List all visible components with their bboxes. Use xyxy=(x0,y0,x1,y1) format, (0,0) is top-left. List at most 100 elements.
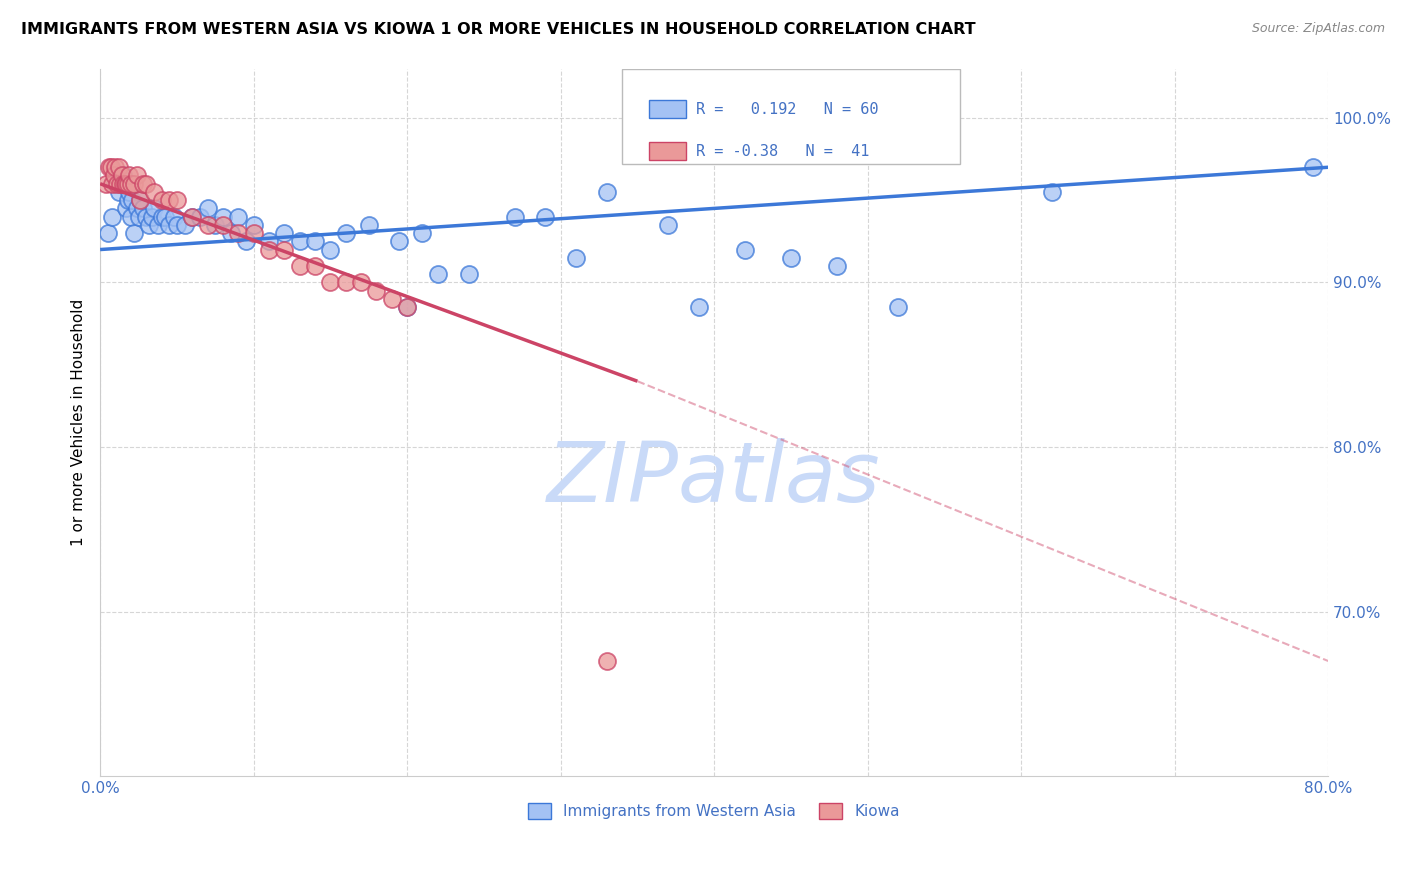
Text: IMMIGRANTS FROM WESTERN ASIA VS KIOWA 1 OR MORE VEHICLES IN HOUSEHOLD CORRELATIO: IMMIGRANTS FROM WESTERN ASIA VS KIOWA 1 … xyxy=(21,22,976,37)
Point xyxy=(197,218,219,232)
Point xyxy=(273,243,295,257)
Point xyxy=(734,243,756,257)
Point xyxy=(103,169,125,183)
Point xyxy=(226,226,249,240)
Point xyxy=(825,259,848,273)
Point xyxy=(411,226,433,240)
Point xyxy=(780,251,803,265)
Point xyxy=(153,210,176,224)
Point xyxy=(1040,185,1063,199)
Point xyxy=(125,169,148,183)
Point xyxy=(457,267,479,281)
Point xyxy=(565,251,588,265)
Point xyxy=(426,267,449,281)
Point xyxy=(104,177,127,191)
Point xyxy=(117,193,139,207)
Point xyxy=(135,177,157,191)
Point xyxy=(97,226,120,240)
Point xyxy=(304,259,326,273)
Point xyxy=(111,169,134,183)
Point xyxy=(107,185,129,199)
Point xyxy=(141,210,163,224)
Point xyxy=(319,243,342,257)
Point xyxy=(657,218,679,232)
Point xyxy=(150,193,173,207)
Point xyxy=(100,161,122,175)
FancyBboxPatch shape xyxy=(650,101,686,118)
Point xyxy=(122,177,145,191)
Point xyxy=(132,202,155,216)
Point xyxy=(257,235,280,249)
Point xyxy=(122,226,145,240)
Point xyxy=(688,300,710,314)
Point xyxy=(166,218,188,232)
Point xyxy=(288,259,311,273)
Point xyxy=(114,177,136,191)
Point xyxy=(111,177,134,191)
Point xyxy=(396,300,419,314)
Legend: Immigrants from Western Asia, Kiowa: Immigrants from Western Asia, Kiowa xyxy=(522,797,905,825)
Point xyxy=(534,210,557,224)
Point xyxy=(273,226,295,240)
Point xyxy=(128,210,150,224)
Point xyxy=(117,177,139,191)
Point xyxy=(396,300,419,314)
Point xyxy=(104,161,127,175)
Point xyxy=(150,210,173,224)
Point xyxy=(125,202,148,216)
Text: Source: ZipAtlas.com: Source: ZipAtlas.com xyxy=(1251,22,1385,36)
Point xyxy=(101,177,124,191)
Point xyxy=(115,202,138,216)
Point xyxy=(304,235,326,249)
Point xyxy=(319,276,342,290)
Point xyxy=(115,177,138,191)
Y-axis label: 1 or more Vehicles in Household: 1 or more Vehicles in Household xyxy=(72,299,86,546)
Point xyxy=(148,218,170,232)
Point xyxy=(1302,161,1324,175)
Point xyxy=(350,276,373,290)
Text: R =   0.192   N = 60: R = 0.192 N = 60 xyxy=(696,102,879,117)
Point xyxy=(142,202,165,216)
Point xyxy=(242,218,264,232)
Point xyxy=(105,177,128,191)
Point xyxy=(595,654,617,668)
Point xyxy=(366,284,388,298)
Point xyxy=(166,193,188,207)
Point xyxy=(157,193,180,207)
Point xyxy=(101,210,124,224)
Point xyxy=(138,218,160,232)
Point xyxy=(212,210,235,224)
Point xyxy=(132,177,155,191)
Point xyxy=(335,276,357,290)
Point xyxy=(118,185,141,199)
Point xyxy=(219,226,242,240)
Point xyxy=(335,226,357,240)
Point xyxy=(96,177,118,191)
Point xyxy=(204,218,226,232)
Point xyxy=(887,300,910,314)
Point xyxy=(388,235,411,249)
Point xyxy=(257,243,280,257)
Text: ZIPatlas: ZIPatlas xyxy=(547,439,882,519)
Point xyxy=(181,210,204,224)
Point xyxy=(135,210,157,224)
Point xyxy=(173,218,195,232)
Point xyxy=(503,210,526,224)
Point xyxy=(163,210,186,224)
Point xyxy=(142,185,165,199)
Point xyxy=(212,218,235,232)
Point xyxy=(226,210,249,224)
Point xyxy=(121,193,143,207)
Point xyxy=(235,235,257,249)
Point xyxy=(197,202,219,216)
Point xyxy=(98,161,121,175)
FancyBboxPatch shape xyxy=(650,142,686,160)
Point xyxy=(181,210,204,224)
FancyBboxPatch shape xyxy=(621,69,960,164)
Point xyxy=(242,226,264,240)
Point xyxy=(188,210,211,224)
Point xyxy=(357,218,380,232)
Point xyxy=(381,292,404,306)
Point xyxy=(120,210,142,224)
Text: R = -0.38   N =  41: R = -0.38 N = 41 xyxy=(696,144,869,159)
